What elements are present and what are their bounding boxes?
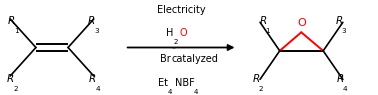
Text: $R$: $R$ xyxy=(6,72,15,84)
Text: O: O xyxy=(180,28,187,38)
Text: 2: 2 xyxy=(259,86,263,92)
Text: 1: 1 xyxy=(265,28,270,34)
Text: H: H xyxy=(166,28,174,38)
Text: $R$: $R$ xyxy=(335,14,343,26)
Text: NBF: NBF xyxy=(175,78,195,88)
Text: ⁻: ⁻ xyxy=(171,45,175,54)
Text: O: O xyxy=(297,18,306,28)
Text: $R$: $R$ xyxy=(259,14,267,26)
Text: 1: 1 xyxy=(14,28,19,34)
Text: Et: Et xyxy=(158,78,168,88)
Text: $R$: $R$ xyxy=(336,72,344,84)
Text: 2: 2 xyxy=(13,86,18,92)
Text: $R$: $R$ xyxy=(7,14,15,26)
Text: $R$: $R$ xyxy=(87,14,96,26)
Text: 3: 3 xyxy=(342,28,346,34)
Text: 4: 4 xyxy=(343,86,347,92)
Text: 2: 2 xyxy=(174,39,178,45)
Text: 4: 4 xyxy=(168,89,172,95)
Text: Br: Br xyxy=(160,54,171,64)
Text: catalyzed: catalyzed xyxy=(171,54,218,64)
Text: 3: 3 xyxy=(94,28,99,34)
Text: 4: 4 xyxy=(194,89,198,95)
Text: 4: 4 xyxy=(95,86,100,92)
Text: $R$: $R$ xyxy=(252,72,260,84)
Text: Electricity: Electricity xyxy=(157,5,206,15)
Text: $R$: $R$ xyxy=(88,72,97,84)
